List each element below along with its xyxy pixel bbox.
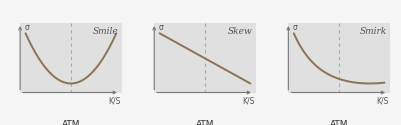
Text: ATM: ATM bbox=[195, 120, 214, 125]
Text: K/S: K/S bbox=[108, 96, 120, 106]
Text: σ: σ bbox=[158, 23, 163, 32]
Text: σ: σ bbox=[292, 23, 296, 32]
Text: ATM: ATM bbox=[61, 120, 80, 125]
Text: Skew: Skew bbox=[227, 27, 252, 36]
Text: K/S: K/S bbox=[376, 96, 388, 106]
Text: σ: σ bbox=[24, 23, 29, 32]
Text: K/S: K/S bbox=[242, 96, 254, 106]
Text: ATM: ATM bbox=[329, 120, 348, 125]
Text: Smirk: Smirk bbox=[359, 27, 386, 36]
Text: Smile: Smile bbox=[93, 27, 118, 36]
